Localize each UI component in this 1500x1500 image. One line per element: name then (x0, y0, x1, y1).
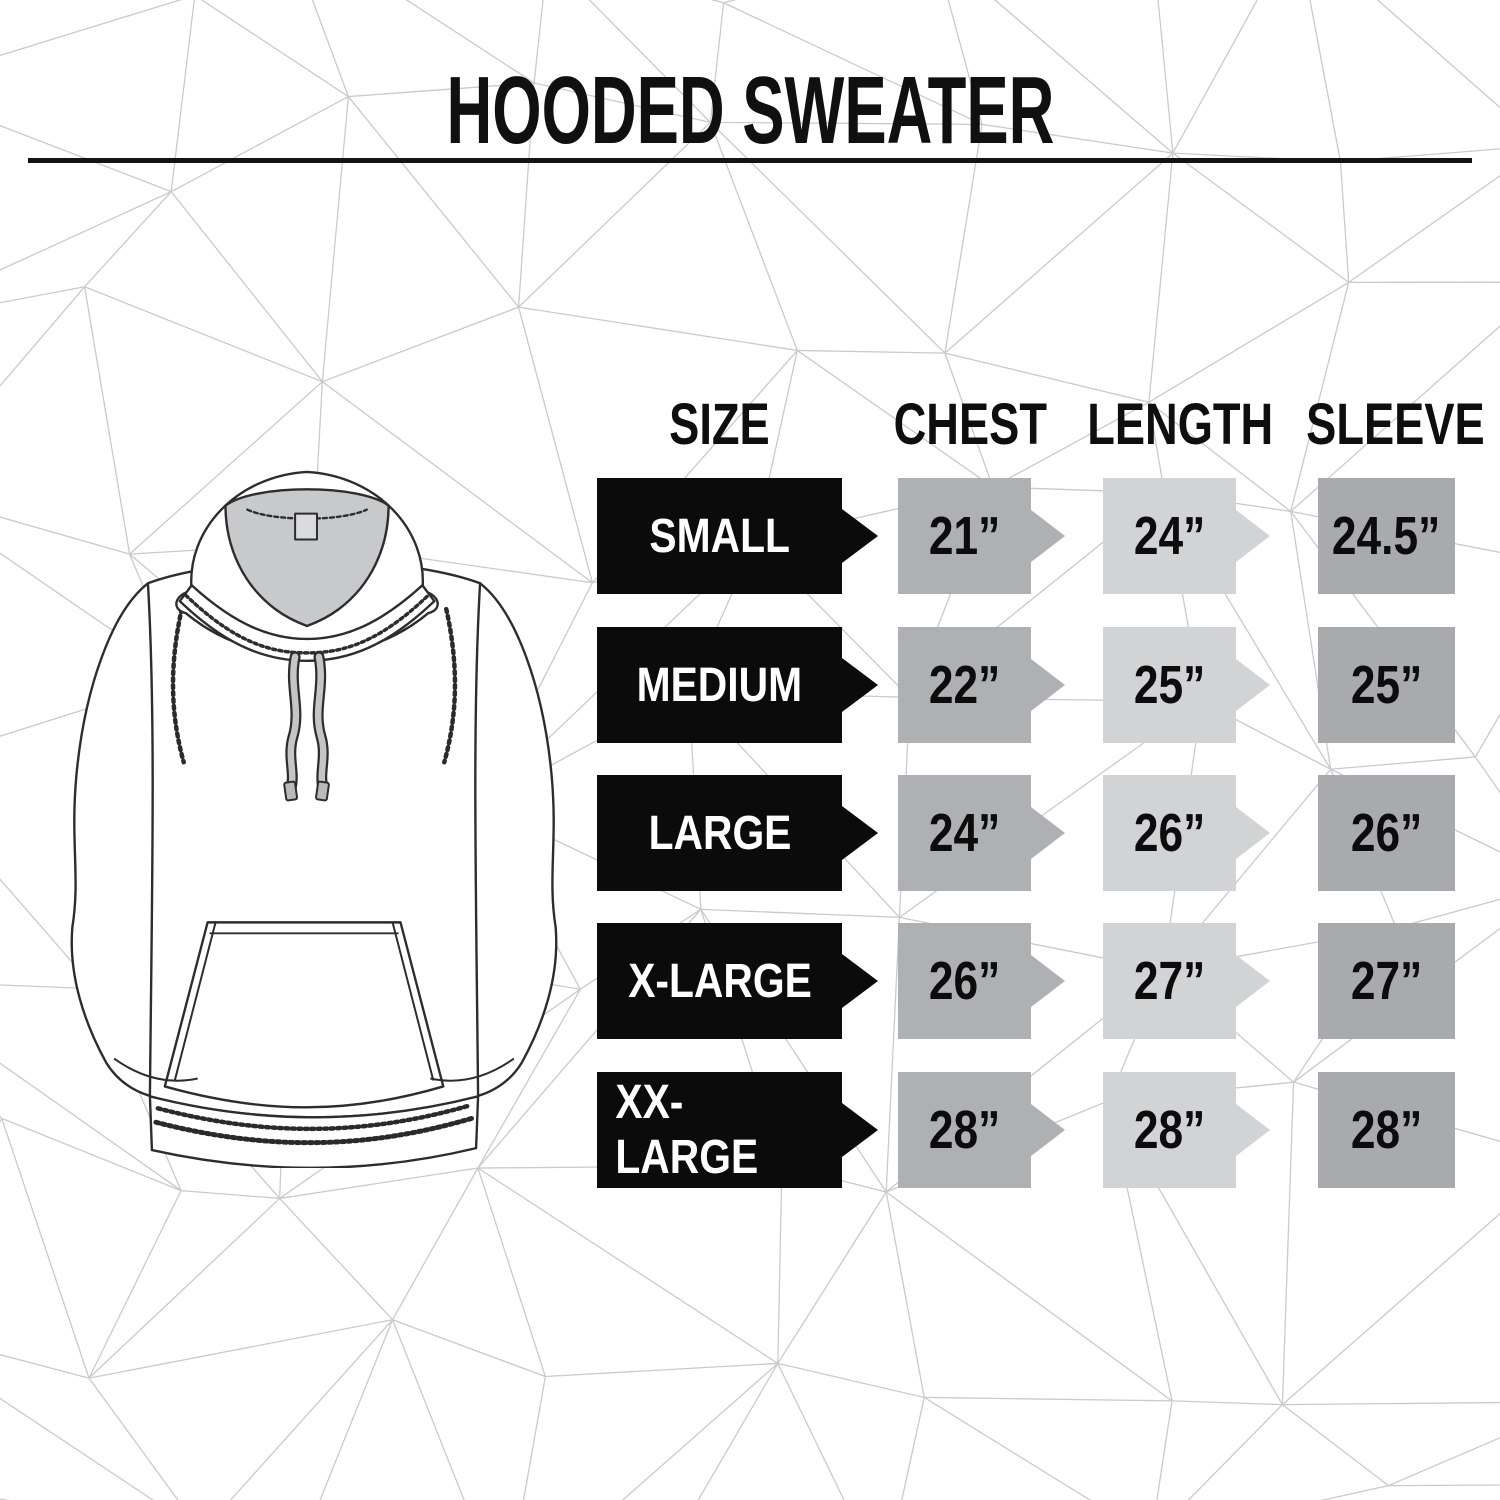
size-tag-large: LARGE (597, 775, 878, 891)
drawstrings (283, 651, 330, 802)
kangaroo-pocket (163, 921, 445, 1109)
page-title: HOODED SWEATER (446, 57, 1054, 164)
page-title-wrap: HOODED SWEATER (0, 56, 1500, 166)
hem-stitch-top (155, 1103, 473, 1132)
right-drawstring-tip (315, 780, 330, 802)
length-value: 26” (1133, 803, 1206, 863)
sleeve-value: 28” (1350, 1100, 1423, 1160)
column-header-sleeve-label: SLEEVE (1305, 391, 1485, 457)
sleeve-value-xx-large: 28” (1318, 1072, 1455, 1188)
sleeve-value: 27” (1350, 951, 1423, 1011)
sleeve-value-medium: 25” (1318, 627, 1455, 743)
sleeve-value: 26” (1350, 803, 1423, 863)
pocket-left-inner-line (173, 922, 217, 1081)
right-drawstring (314, 653, 327, 792)
size-tag-small: SMALL (597, 478, 878, 594)
length-value-large: 26” (1103, 775, 1270, 891)
hood-collar-band (178, 584, 436, 663)
chest-value-xx-large: 28” (898, 1072, 1065, 1188)
hem-stitch-bottom (153, 1115, 475, 1146)
size-label: SMALL (649, 509, 790, 563)
left-armhole-stitch (170, 606, 186, 765)
length-value-x-large: 27” (1103, 923, 1270, 1039)
column-header-size: SIZE (597, 392, 842, 457)
right-cuff-line (430, 1057, 515, 1082)
neck-tag (294, 512, 318, 541)
chest-value: 22” (928, 655, 1001, 715)
left-cuff-line (113, 1057, 198, 1082)
column-header-size-label: SIZE (669, 391, 770, 457)
sleeve-value: 24.5” (1332, 506, 1441, 566)
length-value: 25” (1133, 655, 1206, 715)
size-label: LARGE (648, 806, 791, 860)
size-label: XX-LARGE (615, 1076, 759, 1184)
size-label: MEDIUM (636, 658, 803, 712)
collar-stitch (183, 593, 431, 655)
size-label: X-LARGE (627, 954, 812, 1008)
length-value-medium: 25” (1103, 627, 1270, 743)
column-header-length-label: LENGTH (1087, 391, 1274, 457)
length-value-xx-large: 28” (1103, 1072, 1270, 1188)
right-armhole-stitch (442, 606, 458, 765)
pocket-right-inner-line (391, 922, 435, 1081)
column-header-chest: CHEST (880, 392, 1060, 457)
sleeve-value-small: 24.5” (1318, 478, 1455, 594)
chest-value-large: 24” (898, 775, 1065, 891)
chest-value: 21” (928, 506, 1001, 566)
left-drawstring-tip (283, 780, 299, 802)
length-value: 24” (1133, 506, 1206, 566)
length-value-small: 24” (1103, 478, 1270, 594)
length-value: 27” (1133, 951, 1206, 1011)
column-header-length: LENGTH (1088, 392, 1274, 457)
column-header-chest-label: CHEST (893, 391, 1047, 457)
sleeve-value-x-large: 27” (1318, 923, 1455, 1039)
chest-value-small: 21” (898, 478, 1065, 594)
chest-value: 24” (928, 803, 1001, 863)
sleeve-value-large: 26” (1318, 775, 1455, 891)
left-drawstring (287, 653, 300, 792)
chest-value-medium: 22” (898, 627, 1065, 743)
hood-lining (224, 488, 390, 628)
hoodie-line-art (70, 470, 558, 1168)
title-underline (28, 158, 1472, 163)
size-tag-xx-large: XX-LARGE (597, 1072, 878, 1188)
length-value: 28” (1133, 1100, 1206, 1160)
column-header-sleeve: SLEEVE (1300, 392, 1490, 457)
chest-value: 26” (928, 951, 1001, 1011)
hoodie-hem-band (148, 1095, 480, 1168)
chest-value: 28” (928, 1100, 1001, 1160)
sleeve-value: 25” (1350, 655, 1423, 715)
size-tag-x-large: X-LARGE (597, 923, 878, 1039)
chest-value-x-large: 26” (898, 923, 1065, 1039)
size-tag-medium: MEDIUM (597, 627, 878, 743)
